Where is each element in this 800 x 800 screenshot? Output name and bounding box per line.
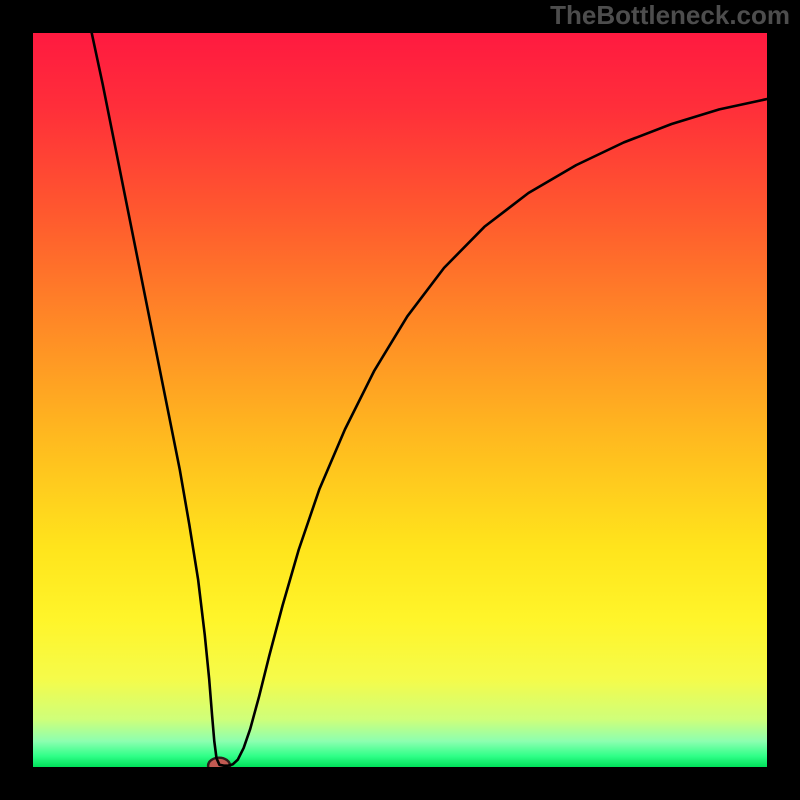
watermark-title: TheBottleneck.com bbox=[550, 0, 790, 31]
chart-container: TheBottleneck.com bbox=[0, 0, 800, 800]
plot-area bbox=[33, 33, 767, 767]
gradient-background bbox=[33, 33, 767, 767]
